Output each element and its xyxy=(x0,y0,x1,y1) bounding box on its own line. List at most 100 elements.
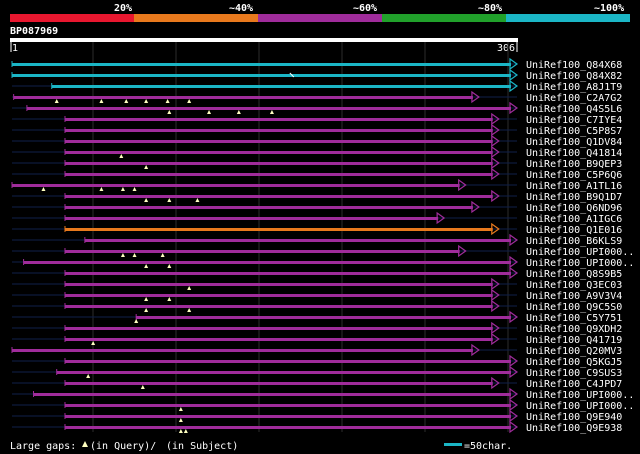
hit-label[interactable]: UniRef100_C2A7G2 xyxy=(526,93,622,104)
hit-bar[interactable] xyxy=(23,261,512,264)
hit-bar[interactable] xyxy=(13,96,473,99)
hit-bar[interactable] xyxy=(56,371,511,374)
hit-label[interactable]: UniRef100_C5Y751 xyxy=(526,313,622,324)
hit-row[interactable]: UniRef100_Q1DV84 xyxy=(12,134,622,148)
hit-bar[interactable] xyxy=(64,118,493,121)
hit-bar[interactable] xyxy=(64,162,493,165)
hit-label[interactable]: UniRef100_UPI000.. xyxy=(526,390,634,401)
hit-label[interactable]: UniRef100_A8J1T9 xyxy=(526,82,622,93)
hit-row[interactable]: UniRef100_Q41814 xyxy=(12,145,622,159)
hit-row[interactable]: UniRef100_C7IYE4 xyxy=(12,112,622,126)
hit-label[interactable]: UniRef100_Q5KGJ5 xyxy=(526,357,622,368)
hit-bar[interactable] xyxy=(64,294,493,297)
hit-bar[interactable] xyxy=(64,338,493,341)
hit-row[interactable]: UniRef100_C5P6Q6 xyxy=(12,167,622,181)
hit-label[interactable]: UniRef100_B6KLS9 xyxy=(526,236,622,247)
hit-row[interactable]: UniRef100_Q3EC03 xyxy=(12,277,622,291)
hit-label[interactable]: UniRef100_Q8S9B5 xyxy=(526,269,622,280)
hit-row[interactable]: UniRef100_Q5KGJ5 xyxy=(12,354,622,368)
hit-label[interactable]: UniRef100_B9Q1D7 xyxy=(526,192,622,203)
hit-row[interactable]: UniRef100_Q1E016 xyxy=(12,222,622,236)
hit-row[interactable]: UniRef100_B9QEP3 xyxy=(12,156,622,170)
hit-label[interactable]: UniRef100_Q9E938 xyxy=(526,423,622,434)
hit-label[interactable]: UniRef100_Q1DV84 xyxy=(526,137,622,148)
hit-bar[interactable] xyxy=(64,195,493,198)
hit-row[interactable]: UniRef100_C5P8S7 xyxy=(12,123,622,137)
hit-row[interactable]: UniRef100_C4JPD7 xyxy=(12,376,622,390)
hit-row[interactable]: UniRef100_Q9XDH2 xyxy=(12,321,622,335)
hit-bar[interactable] xyxy=(64,151,493,154)
hit-label[interactable]: UniRef100_Q41814 xyxy=(526,148,622,159)
hit-label[interactable]: UniRef100_A1IGC6 xyxy=(526,214,622,225)
hit-bar[interactable] xyxy=(64,415,511,418)
hit-label[interactable]: UniRef100_Q9C5S0 xyxy=(526,302,622,313)
hit-label[interactable]: UniRef100_C9SUS3 xyxy=(526,368,622,379)
hit-label[interactable]: UniRef100_A1TL16 xyxy=(526,181,622,192)
hit-row[interactable]: UniRef100_B9Q1D7 xyxy=(12,189,622,203)
hit-label[interactable]: UniRef100_Q4S5L6 xyxy=(526,104,622,115)
hit-row[interactable]: UniRef100_A1IGC6 xyxy=(12,211,622,225)
hit-row[interactable]: UniRef100_UPI000.. xyxy=(12,255,634,269)
hit-label[interactable]: UniRef100_C5P8S7 xyxy=(526,126,622,137)
hit-bar[interactable] xyxy=(64,404,511,407)
hit-label[interactable]: UniRef100_Q3EC03 xyxy=(526,280,622,291)
hit-row[interactable]: UniRef100_Q9E938 xyxy=(12,420,622,434)
hit-label[interactable]: UniRef100_Q9XDH2 xyxy=(526,324,622,335)
hit-bar[interactable] xyxy=(64,272,511,275)
hit-row[interactable]: UniRef100_UPI000.. xyxy=(12,387,634,401)
hit-row[interactable]: UniRef100_Q4S5L6 xyxy=(12,101,622,115)
hit-label[interactable]: UniRef100_A9V3V4 xyxy=(526,291,622,302)
hit-bar[interactable] xyxy=(64,250,460,253)
hit-bar[interactable] xyxy=(64,382,493,385)
hit-row[interactable]: UniRef100_Q6ND96 xyxy=(12,200,622,214)
hit-bar[interactable] xyxy=(136,316,511,319)
hit-label[interactable]: UniRef100_Q84X82 xyxy=(526,71,622,82)
hit-label[interactable]: UniRef100_Q84X68 xyxy=(526,60,622,71)
hit-row[interactable]: UniRef100_Q9E940 xyxy=(12,409,622,423)
hit-label[interactable]: UniRef100_B9QEP3 xyxy=(526,159,622,170)
hit-bar[interactable] xyxy=(26,107,511,110)
hit-row[interactable]: UniRef100_A8J1T9 xyxy=(12,79,622,93)
hit-bar[interactable] xyxy=(51,85,512,88)
hit-bar[interactable] xyxy=(64,129,493,132)
hit-bar[interactable] xyxy=(64,305,493,308)
hit-bar[interactable] xyxy=(64,206,473,209)
hit-bar[interactable] xyxy=(33,393,511,396)
hit-label[interactable]: UniRef100_UPI000.. xyxy=(526,401,634,412)
hit-label[interactable]: UniRef100_C5P6Q6 xyxy=(526,170,622,181)
hit-row[interactable]: UniRef100_Q41719 xyxy=(12,332,622,346)
hit-bar[interactable] xyxy=(64,217,439,220)
hit-label[interactable]: UniRef100_UPI000.. xyxy=(526,247,634,258)
hit-row[interactable]: UniRef100_Q84X68 xyxy=(11,57,622,71)
hit-row[interactable]: UniRef100_UPI000.. xyxy=(12,244,634,258)
hit-row[interactable]: UniRef100_UPI000.. xyxy=(12,398,634,412)
hit-bar[interactable] xyxy=(64,426,511,429)
hit-label[interactable]: UniRef100_Q9E940 xyxy=(526,412,622,423)
hit-bar[interactable] xyxy=(12,63,511,66)
hit-row[interactable]: UniRef100_Q8S9B5 xyxy=(12,266,622,280)
hit-label[interactable]: UniRef100_Q41719 xyxy=(526,335,622,346)
hit-row[interactable]: UniRef100_C5Y751 xyxy=(12,310,622,324)
hit-row[interactable]: UniRef100_A1TL16 xyxy=(11,178,622,192)
hit-bar[interactable] xyxy=(12,349,473,352)
hit-bar[interactable] xyxy=(64,173,493,176)
hit-label[interactable]: UniRef100_Q1E016 xyxy=(526,225,622,236)
hit-row[interactable]: UniRef100_B6KLS9 xyxy=(12,233,622,247)
hit-bar[interactable] xyxy=(64,360,511,363)
hit-bar[interactable] xyxy=(64,327,493,330)
hit-row[interactable]: UniRef100_Q20MV3 xyxy=(11,343,622,357)
hit-bar[interactable] xyxy=(12,74,511,77)
hit-row[interactable]: UniRef100_Q84X82 xyxy=(11,68,622,82)
hit-row[interactable]: UniRef100_Q9C5S0 xyxy=(12,299,622,313)
hit-bar[interactable] xyxy=(12,184,460,187)
hit-row[interactable]: UniRef100_C2A7G2 xyxy=(12,90,622,104)
hit-label[interactable]: UniRef100_C4JPD7 xyxy=(526,379,622,390)
hit-row[interactable]: UniRef100_C9SUS3 xyxy=(12,365,622,379)
hit-label[interactable]: UniRef100_Q20MV3 xyxy=(526,346,622,357)
hit-label[interactable]: UniRef100_C7IYE4 xyxy=(526,115,622,126)
hit-bar[interactable] xyxy=(64,283,493,286)
hit-label[interactable]: UniRef100_UPI000.. xyxy=(526,258,634,269)
hit-bar[interactable] xyxy=(84,239,511,242)
hit-label[interactable]: UniRef100_Q6ND96 xyxy=(526,203,622,214)
hit-bar[interactable] xyxy=(64,140,493,143)
